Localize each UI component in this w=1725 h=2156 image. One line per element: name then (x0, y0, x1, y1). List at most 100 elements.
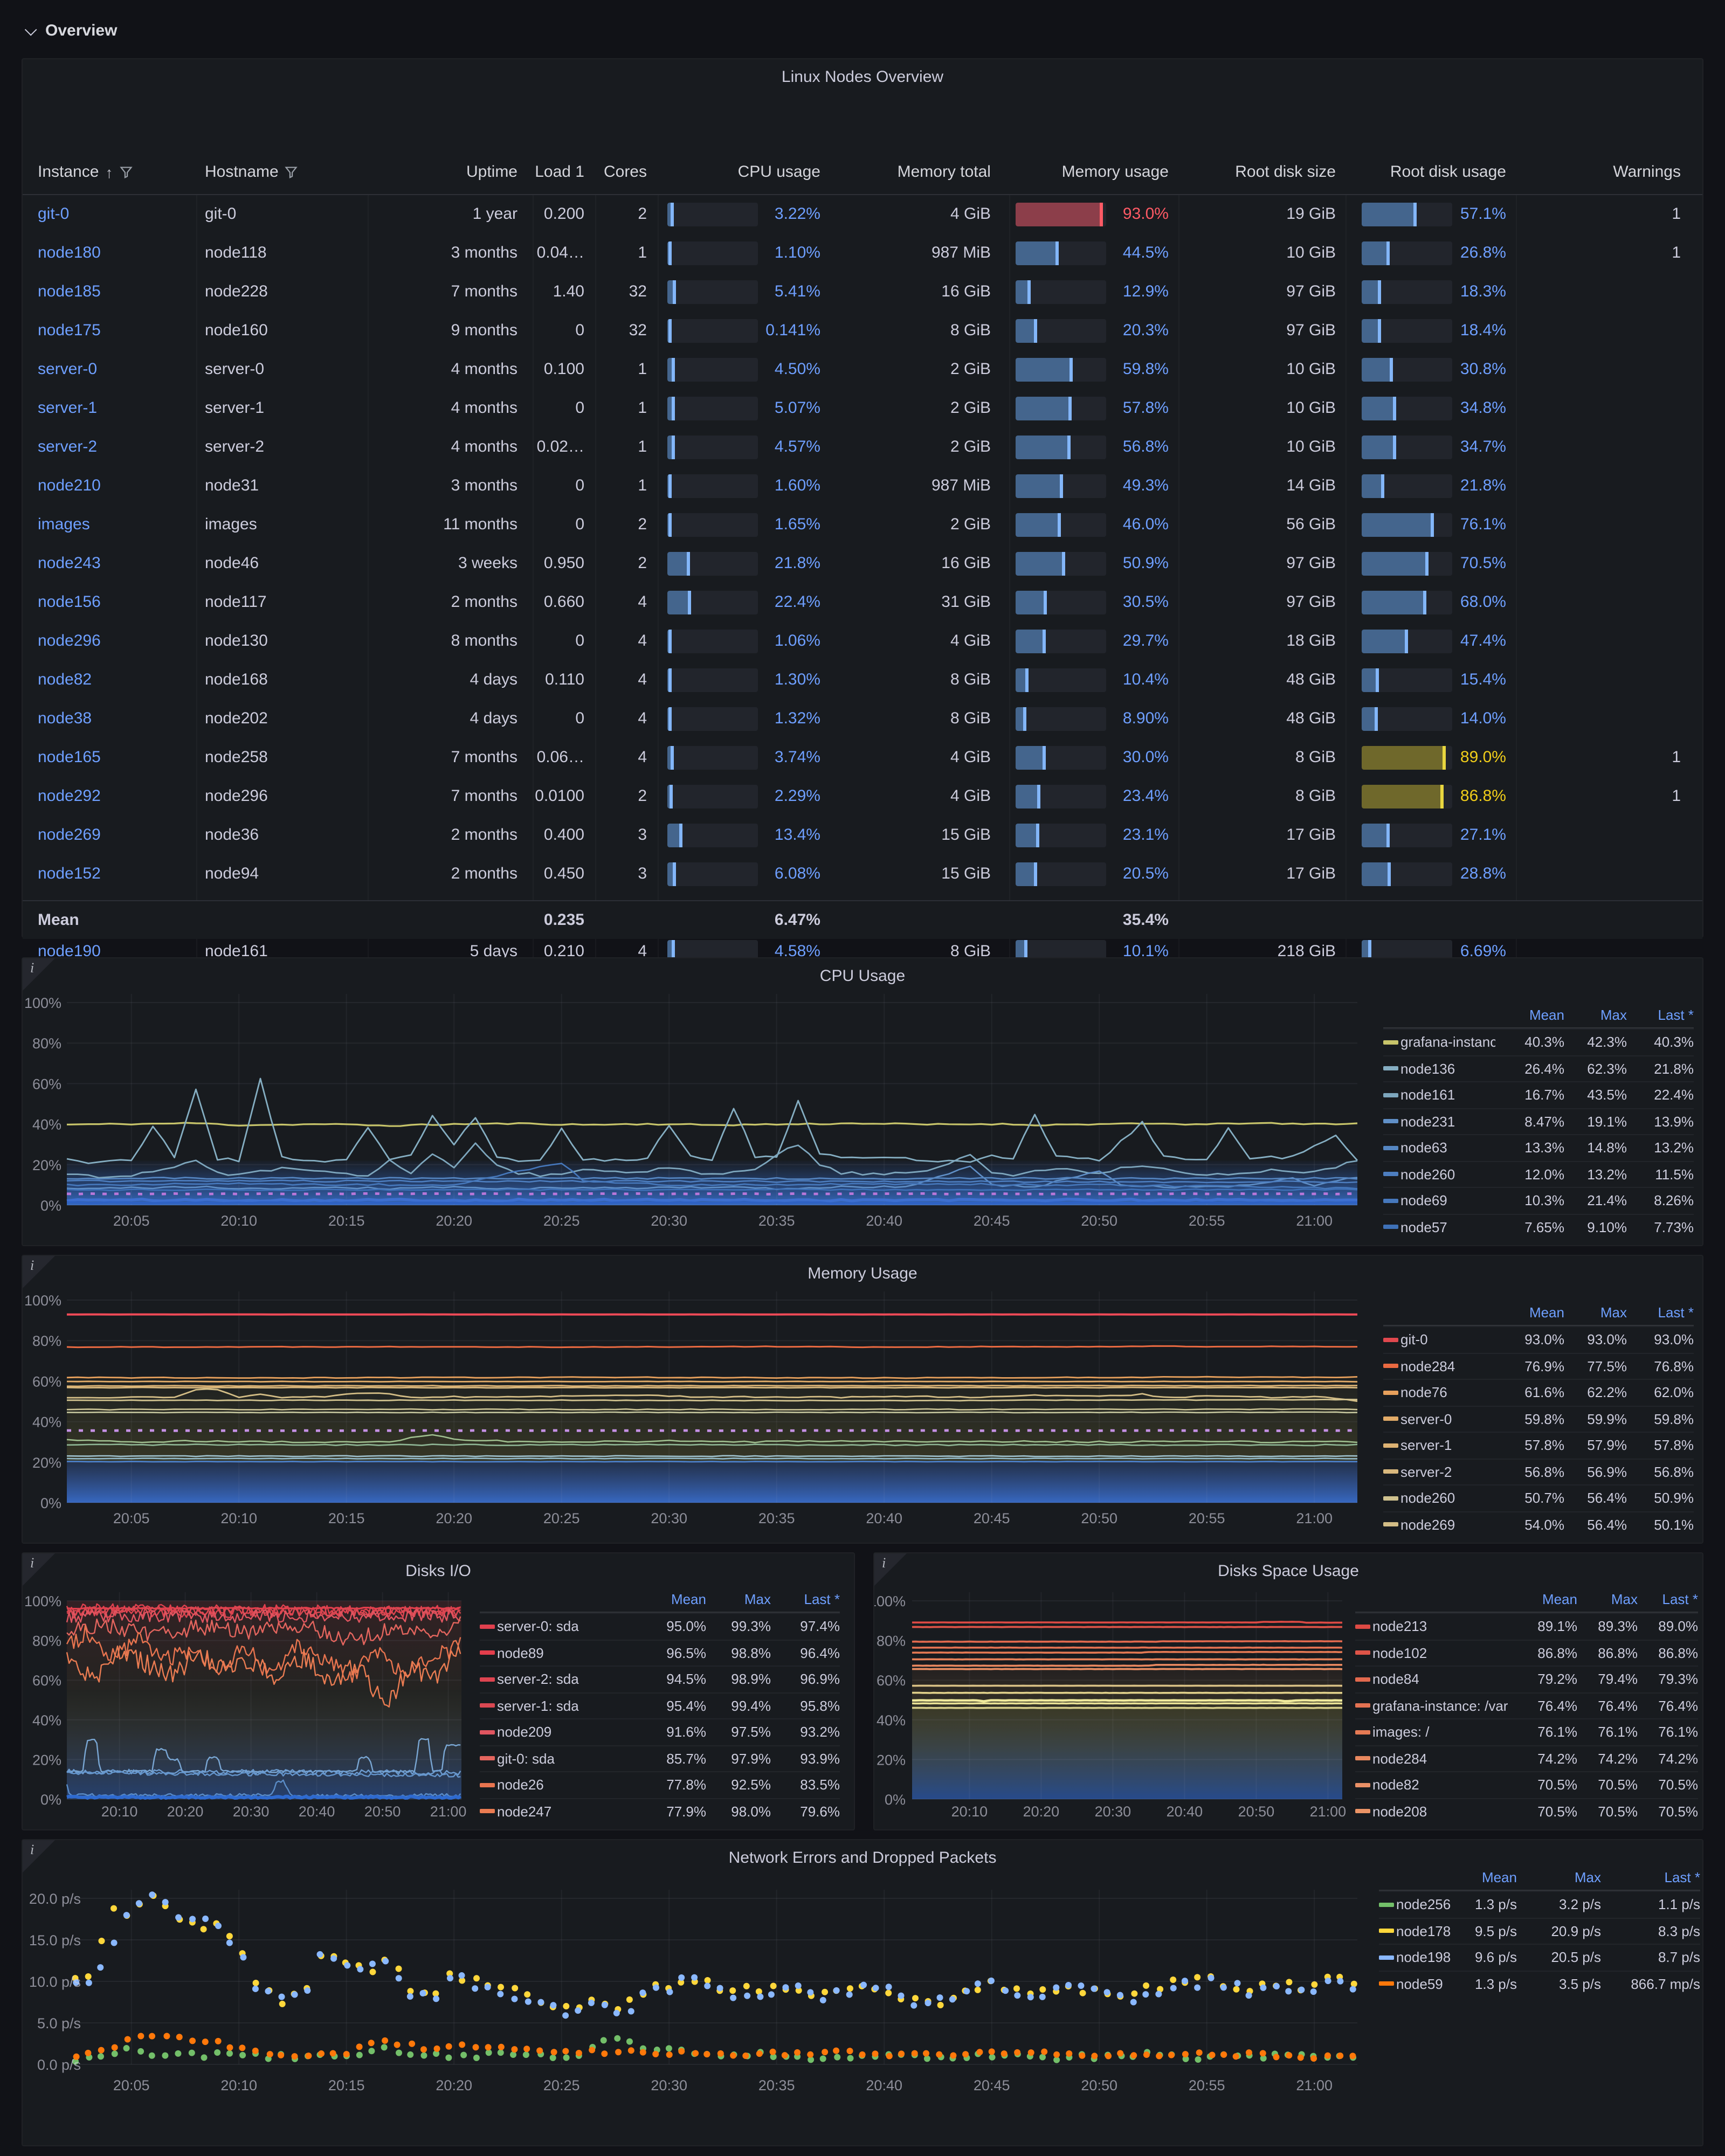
panel-info-corner[interactable] (23, 1840, 55, 1872)
series-name[interactable]: node82 (1372, 1777, 1419, 1793)
series-name[interactable]: server-0 (1400, 1411, 1452, 1427)
column-header-cpu-usage[interactable]: CPU usage (737, 163, 820, 181)
column-header-warnings[interactable]: Warnings (1613, 163, 1681, 181)
series-name[interactable]: node256 (1396, 1896, 1451, 1913)
series-name[interactable]: node208 (1372, 1803, 1427, 1820)
legend-item[interactable]: server-2: sda 94.5% 98.9% 96.9% (480, 1666, 840, 1692)
instance-link[interactable]: node269 (38, 826, 101, 844)
column-header-root-disk-usage[interactable]: Root disk usage (1390, 163, 1506, 181)
series-name[interactable]: node84 (1372, 1671, 1419, 1688)
series-name[interactable]: node63 (1400, 1139, 1447, 1156)
legend-item[interactable]: server-2 56.8% 56.9% 56.8% (1383, 1458, 1694, 1484)
legend-item[interactable]: node269 54.0% 56.4% 50.1% (1383, 1511, 1694, 1537)
instance-link[interactable]: git-0 (38, 205, 70, 223)
series-name[interactable]: server-1 (1400, 1437, 1452, 1454)
table-row[interactable]: node38 node202 4 days 0 4 1.32% 8 GiB 8.90% 48 G… (23, 700, 1702, 738)
info-icon[interactable]: i (30, 1257, 34, 1273)
table-row[interactable]: node185 node228 7 months 1.40 32 5.41% 16 GiB 1… (23, 273, 1702, 312)
instance-link[interactable]: images (38, 515, 90, 534)
row-overview-toggle[interactable]: Overview (24, 22, 117, 40)
series-name[interactable]: node59 (1396, 1975, 1443, 1992)
table-row[interactable]: node243 node46 3 weeks 0.950 2 21.8% 16 GiB 50.… (23, 544, 1702, 583)
legend-col-mean[interactable]: Mean (1529, 1006, 1564, 1022)
instance-link[interactable]: server-1 (38, 399, 98, 417)
legend-item[interactable]: node260 50.7% 56.4% 50.9% (1383, 1484, 1694, 1511)
legend-item[interactable]: node284 76.9% 77.5% 76.8% (1383, 1352, 1694, 1379)
panel-info-corner[interactable] (23, 1553, 55, 1586)
series-name[interactable]: node198 (1396, 1949, 1451, 1966)
table-row[interactable]: node175 node160 9 months 0 32 0.141% 8 GiB 20.3… (23, 312, 1702, 350)
legend-item[interactable]: node178 9.5 p/s 20.9 p/s 8.3 p/s (1379, 1917, 1700, 1944)
filter-icon[interactable] (285, 165, 298, 178)
legend-item[interactable]: git-0: sda 85.7% 97.9% 93.9% (480, 1745, 840, 1771)
legend-item[interactable]: node89 96.5% 98.8% 96.4% (480, 1639, 840, 1666)
legend-col-mean[interactable]: Mean (1529, 1304, 1564, 1320)
info-icon[interactable]: i (882, 1554, 886, 1571)
legend-item[interactable]: grafana-instance 40.3% 42.3% 40.3% (1383, 1028, 1694, 1055)
legend-item[interactable]: node284 74.2% 74.2% 74.2% (1355, 1745, 1698, 1771)
instance-link[interactable]: node156 (38, 593, 101, 611)
column-header-memory-total[interactable]: Memory total (897, 163, 991, 181)
series-name[interactable]: node26 (497, 1777, 544, 1793)
disks-space-chart[interactable]: 0% 20% 40% 60% 80% 100% 20:10 20:20 20:30 20:40 20… (874, 1553, 1702, 1829)
legend-item[interactable]: server-0: sda 95.0% 99.3% 97.4% (480, 1613, 840, 1639)
series-name[interactable]: node89 (497, 1644, 544, 1661)
instance-link[interactable]: node165 (38, 748, 101, 766)
column-header-memory-usage[interactable]: Memory usage (1061, 163, 1169, 181)
instance-link[interactable]: node210 (38, 476, 101, 495)
table-row[interactable]: server-2 server-2 4 months 0.02… 1 4.57% 2 GiB… (23, 428, 1702, 467)
legend-item[interactable]: node59 1.3 p/s 3.5 p/s 866.7 mp/s (1379, 1970, 1700, 1996)
instance-link[interactable]: node190 (38, 942, 101, 958)
table-row[interactable]: git-0 git-0 1 year 0.200 2 3.22% 4 GiB 93.0% 19 … (23, 195, 1702, 234)
table-row[interactable]: node152 node94 2 months 0.450 3 6.08% 15 GiB 20… (23, 855, 1702, 894)
series-name[interactable]: node260 (1400, 1490, 1455, 1507)
legend-item[interactable]: images: / 76.1% 76.1% 76.1% (1355, 1718, 1698, 1745)
instance-link[interactable]: node296 (38, 632, 101, 650)
series-name[interactable]: server-2: sda (497, 1671, 579, 1688)
memory-usage-chart[interactable]: 0% 20% 40% 60% 80% 100% 20:05 20:10 20:15 20:20 20… (23, 1256, 1702, 1543)
legend-col-last[interactable]: Last * (1662, 1591, 1699, 1607)
cpu-usage-chart[interactable]: 0% 20% 40% 60% 80% 100% 20:05 20:10 20:15 20:20 20… (23, 958, 1702, 1245)
panel-info-corner[interactable] (23, 958, 55, 991)
legend-item[interactable]: server-1: sda 95.4% 99.4% 95.8% (480, 1692, 840, 1718)
table-row[interactable]: node210 node31 3 months 0 1 1.60% 987 MiB 49.3%… (23, 467, 1702, 506)
legend-item[interactable]: node231 8.47% 19.1% 13.9% (1383, 1108, 1694, 1134)
legend-item[interactable]: node256 1.3 p/s 3.2 p/s 1.1 p/s (1379, 1891, 1700, 1917)
legend-col-max[interactable]: Max (744, 1591, 771, 1607)
legend-col-max[interactable]: Max (1611, 1591, 1638, 1607)
series-name[interactable]: node284 (1400, 1358, 1455, 1374)
series-name[interactable]: node102 (1372, 1644, 1427, 1661)
legend-item[interactable]: node260 12.0% 13.2% 11.5% (1383, 1160, 1694, 1187)
column-header-root-disk-size[interactable]: Root disk size (1235, 163, 1336, 181)
info-icon[interactable]: i (30, 959, 34, 976)
legend-col-last[interactable]: Last * (804, 1591, 840, 1607)
table-row[interactable]: node292 node296 7 months 0.0100 2 2.29% 4 GiB 2… (23, 777, 1702, 816)
table-row[interactable]: server-0 server-0 4 months 0.100 1 4.50% 2 GiB… (23, 350, 1702, 389)
legend-item[interactable]: node84 79.2% 79.4% 79.3% (1355, 1666, 1698, 1692)
series-name[interactable]: images: / (1372, 1724, 1430, 1740)
table-row[interactable]: node180 node118 3 months 0.04… 1 1.10% 987 MiB… (23, 234, 1702, 273)
legend-col-max[interactable]: Max (1600, 1304, 1627, 1320)
column-header-load1[interactable]: Load 1 (535, 163, 584, 181)
table-row[interactable]: node269 node36 2 months 0.400 3 13.4% 15 GiB 23… (23, 816, 1702, 855)
series-name[interactable]: node57 (1400, 1219, 1447, 1235)
legend-item[interactable]: node69 10.3% 21.4% 8.26% (1383, 1187, 1694, 1213)
table-row[interactable]: node82 node168 4 days 0.110 4 1.30% 8 GiB 10.4%… (23, 661, 1702, 700)
disks-io-chart[interactable]: 0% 20% 40% 60% 80% 100% 20:10 20:20 20:30 20:40 20… (23, 1553, 854, 1829)
table-row[interactable]: node165 node258 7 months 0.06… 4 3.74% 4 GiB 30… (23, 738, 1702, 777)
table-row[interactable]: node156 node117 2 months 0.660 4 22.4% 31 GiB 3… (23, 583, 1702, 622)
series-name[interactable]: node269 (1400, 1516, 1455, 1533)
legend-item[interactable]: server-0 59.8% 59.9% 59.8% (1383, 1405, 1694, 1432)
series-name[interactable]: node213 (1372, 1618, 1427, 1635)
legend-col-last[interactable]: Last * (1664, 1869, 1701, 1885)
table-row[interactable]: server-1 server-1 4 months 0 1 5.07% 2 GiB 57.8… (23, 389, 1702, 428)
panel-info-corner[interactable] (23, 1256, 55, 1288)
series-name[interactable]: grafana-instance (1400, 1034, 1495, 1051)
legend-item[interactable]: node57 7.65% 9.10% 7.73% (1383, 1213, 1694, 1240)
series-name[interactable]: node247 (497, 1803, 552, 1820)
legend-col-last[interactable]: Last * (1658, 1304, 1694, 1320)
legend-item[interactable]: node82 70.5% 70.5% 70.5% (1355, 1771, 1698, 1798)
series-name[interactable]: node69 (1400, 1192, 1447, 1209)
series-name[interactable]: grafana-instance: /var (1372, 1697, 1508, 1714)
column-header-hostname[interactable]: Hostname (205, 163, 298, 181)
